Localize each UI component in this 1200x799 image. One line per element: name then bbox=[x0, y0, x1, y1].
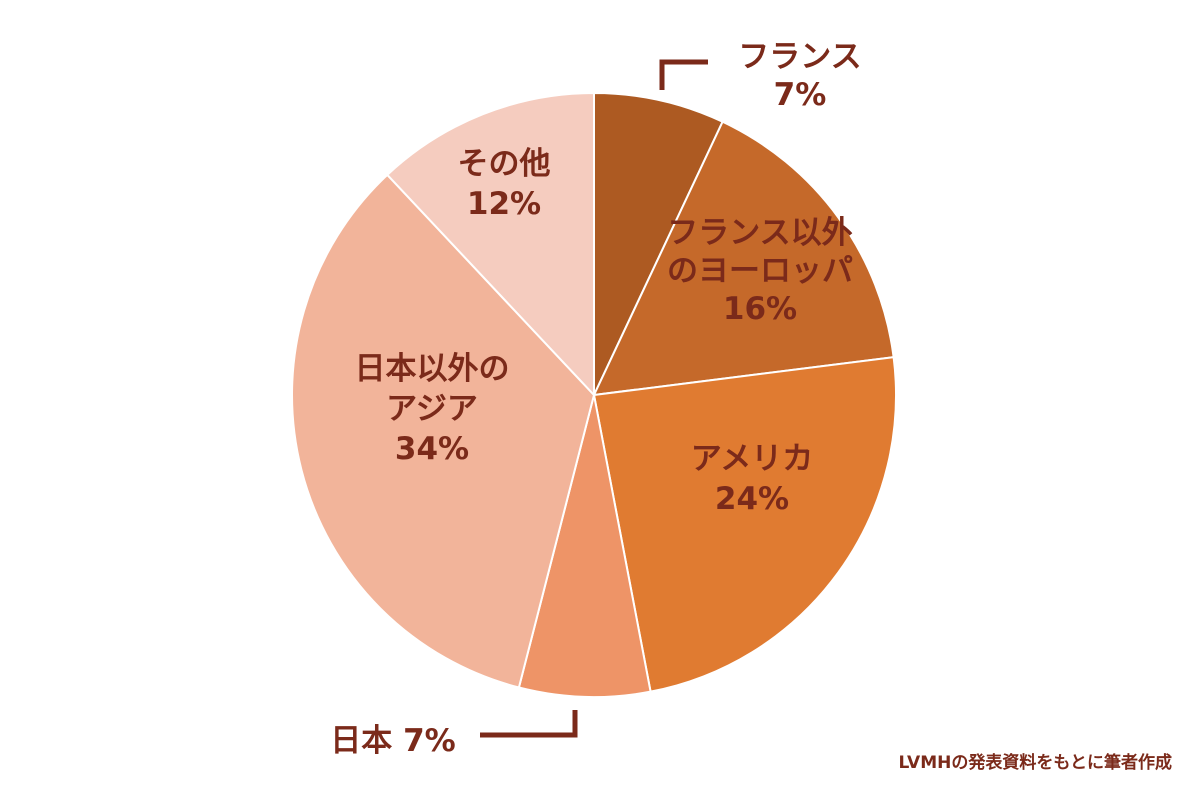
slice-label-4: 日本以外のアジア 34% bbox=[355, 351, 510, 467]
pie-slice-4 bbox=[291, 173, 596, 689]
slice-label-0: フランス 7% bbox=[738, 39, 861, 113]
leader-line-1 bbox=[480, 710, 578, 738]
slice-label-3: 日本 7% bbox=[330, 723, 455, 759]
pie-slice-2 bbox=[592, 356, 897, 693]
pie-slices bbox=[291, 91, 897, 698]
source-note: LVMHの発表資料をもとに筆者作成 bbox=[898, 753, 1172, 773]
pie-slice-0 bbox=[593, 91, 724, 396]
pie-slice-5 bbox=[385, 91, 595, 398]
slice-label-1: フランス以外のヨーロッパ 16% bbox=[667, 215, 853, 327]
slice-label-2: アメリカ 24% bbox=[691, 441, 813, 517]
leader-lines bbox=[480, 59, 708, 738]
slice-labels: フランス 7% フランス以外のヨーロッパ 16% アメリカ 24% 日本 7% 日本以外のアジ… bbox=[330, 39, 861, 759]
slice-label-5: その他 12% bbox=[458, 146, 551, 222]
pie-slice-3 bbox=[517, 394, 652, 698]
pie-slice-1 bbox=[592, 120, 895, 397]
leader-line-0 bbox=[659, 59, 708, 90]
